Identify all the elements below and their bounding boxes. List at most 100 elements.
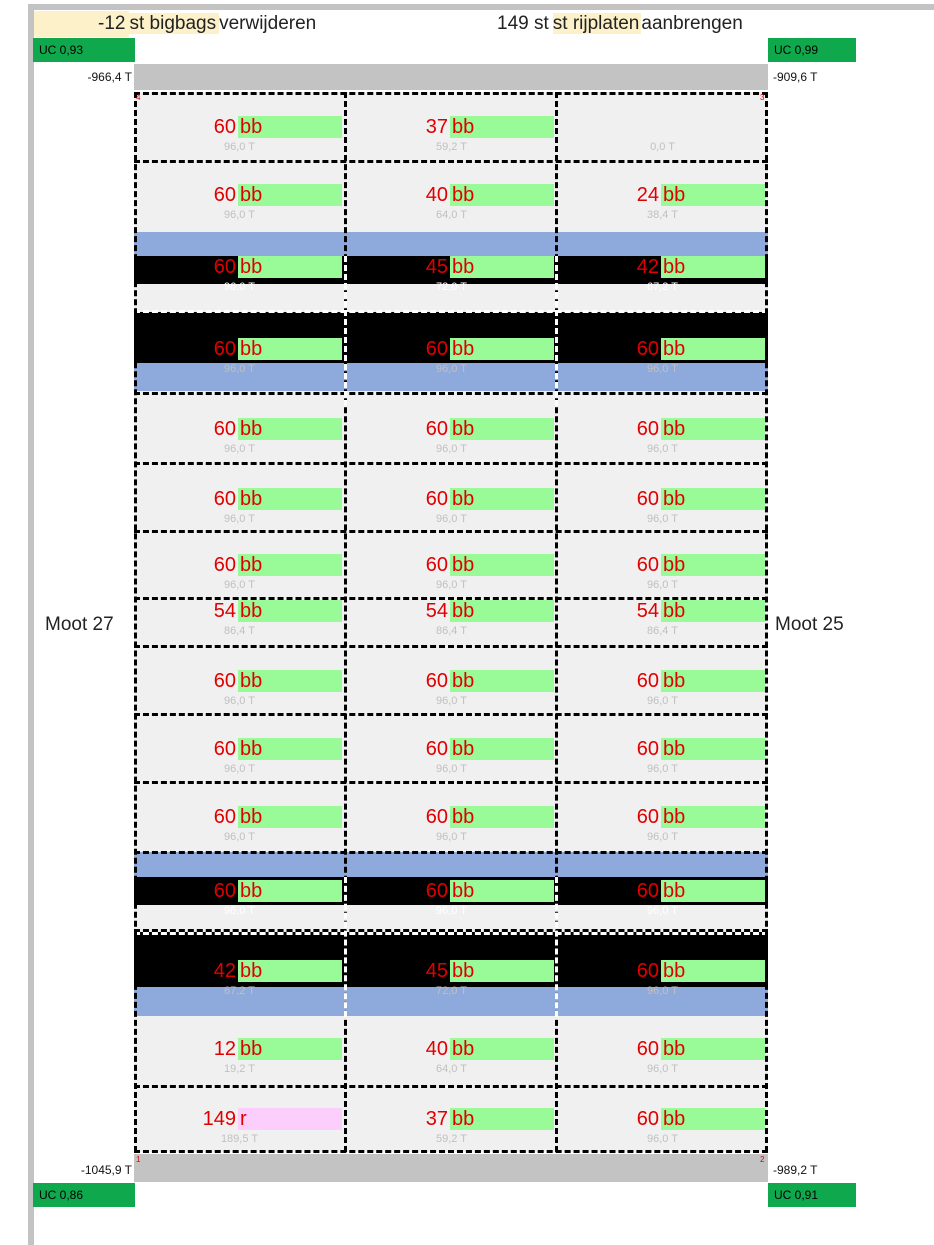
grid-cell: 149 r 189,5 T xyxy=(134,1108,345,1148)
cell-weight: 72,0 T xyxy=(436,281,467,293)
cell-bigbag-unit: bb xyxy=(661,338,765,360)
cell-bigbag-unit: bb xyxy=(450,488,554,510)
cell-weight: 86,4 T xyxy=(647,625,678,637)
uc-badge-top-right: UC 0,99 xyxy=(768,38,856,62)
header-remove-label: st bigbags xyxy=(129,13,220,34)
cell-count: 60 xyxy=(636,554,659,576)
cell-bigbag-unit: bb xyxy=(661,256,765,278)
cell-bigbag-unit: bb xyxy=(661,488,765,510)
grid-divider xyxy=(134,92,768,95)
cell-bigbag-unit: bb xyxy=(450,256,554,278)
grid-cell: 45 bb 72,0 T xyxy=(346,960,557,1000)
header-add-plates: 149 st st rijplaten aanbrengen xyxy=(497,11,743,37)
corner-marker-top-right: 3 xyxy=(760,93,765,102)
grid-cell: 24 bb 38,4 T xyxy=(557,184,768,224)
blue-band xyxy=(134,852,768,877)
cell-bigbag-unit: bb xyxy=(450,1108,554,1130)
cell-weight: 96,0 T xyxy=(647,363,678,375)
cell-weight: 96,0 T xyxy=(224,141,255,153)
grid-cell: 37 bb 59,2 T xyxy=(346,1108,557,1148)
grid-cell: 60 bb 96,0 T xyxy=(134,338,345,378)
cell-count: 37 xyxy=(425,1108,448,1130)
cell-bigbag-unit: bb xyxy=(450,738,554,760)
cell-bigbag-unit: bb xyxy=(661,670,765,692)
cell-weight: 59,2 T xyxy=(436,141,467,153)
cell-count: 60 xyxy=(425,488,448,510)
cell-count: 60 xyxy=(213,256,236,278)
grid-cell: 37 bb 59,2 T xyxy=(346,116,557,156)
grid-column-divider xyxy=(344,92,347,1152)
header-add-label: st rijplaten xyxy=(552,13,642,34)
cell-count: 60 xyxy=(636,488,659,510)
cell-bigbag-unit: bb xyxy=(450,116,554,138)
cell-weight: 86,4 T xyxy=(436,625,467,637)
cell-bigbag-unit: bb xyxy=(238,1038,342,1060)
cell-bigbag-unit: bb xyxy=(238,488,342,510)
grid-divider-white xyxy=(134,310,768,313)
grid-cell: 40 bb 64,0 T xyxy=(346,1038,557,1078)
grid-cell: 60 bb 96,0 T xyxy=(346,338,557,378)
cell-weight: 96,0 T xyxy=(436,695,467,707)
cell-bigbag-unit: bb xyxy=(661,806,765,828)
grid-column-divider-white xyxy=(555,877,558,1017)
cell-weight: 38,4 T xyxy=(647,209,678,221)
cell-count: 40 xyxy=(425,1038,448,1060)
cell-count: 54 xyxy=(425,600,448,622)
grid-cell: 60 bb 96,0 T xyxy=(346,738,557,778)
cell-bigbag-unit: bb xyxy=(661,960,765,982)
grid-cell: 60 bb 96,0 T xyxy=(346,488,557,528)
grid-column-divider xyxy=(765,92,768,1152)
grid-cell: 42 bb 67,2 T xyxy=(557,256,768,296)
moot-label-right: Moot 25 xyxy=(775,614,844,635)
cell-count: 37 xyxy=(425,116,448,138)
uc-badge-bottom-left: UC 0,86 xyxy=(33,1183,135,1207)
header-remove-bigbags: -12 st bigbags verwijderen xyxy=(34,11,316,37)
cell-bigbag-unit: bb xyxy=(238,256,342,278)
cell-weight: 96,0 T xyxy=(647,1133,678,1145)
grid-cell: 60 bb 96,0 T xyxy=(134,806,345,846)
cell-weight: 67,2 T xyxy=(224,985,255,997)
cell-count: 12 xyxy=(213,1038,236,1060)
grid-column-divider xyxy=(555,92,558,1152)
grid-cell: 60 bb 96,0 T xyxy=(557,960,768,1000)
cell-weight: 59,2 T xyxy=(436,1133,467,1145)
cell-count: 40 xyxy=(425,184,448,206)
grid-divider xyxy=(134,851,768,854)
cell-bigbag-unit: bb xyxy=(238,600,342,622)
cell-weight: 64,0 T xyxy=(436,1063,467,1075)
grid-column-divider-white xyxy=(555,256,558,406)
corner-marker-top-left: 4 xyxy=(136,93,141,102)
cell-count: 60 xyxy=(213,338,236,360)
grid-cell: 0,0 T xyxy=(557,116,768,156)
grid-cell: 60 bb 96,0 T xyxy=(557,806,768,846)
cell-weight: 96,0 T xyxy=(224,281,255,293)
grid-column-divider-white xyxy=(344,877,347,1017)
beam-bottom xyxy=(134,1154,768,1182)
cell-weight: 96,0 T xyxy=(436,443,467,455)
grid-cell: 60 bb 96,0 T xyxy=(346,806,557,846)
cell-weight: 96,0 T xyxy=(224,363,255,375)
cell-count: 60 xyxy=(636,1108,659,1130)
grid-cell: 12 bb 19,2 T xyxy=(134,1038,345,1078)
moot-label-left: Moot 27 xyxy=(45,614,114,635)
cell-count: 60 xyxy=(425,670,448,692)
cell-bigbag-unit: bb xyxy=(661,880,765,902)
cell-bigbag-unit: bb xyxy=(238,418,342,440)
blue-band xyxy=(134,987,768,1016)
cell-bigbag-unit: bb xyxy=(238,338,342,360)
grid-cell: 60 bb 96,0 T xyxy=(134,256,345,296)
cell-count: 60 xyxy=(636,1038,659,1060)
cell-count: 24 xyxy=(636,184,659,206)
cell-weight: 96,0 T xyxy=(436,363,467,375)
cell-weight: 96,0 T xyxy=(647,1063,678,1075)
cell-bigbag-unit: bb xyxy=(661,1038,765,1060)
grid-cell: 60 bb 96,0 T xyxy=(134,418,345,458)
grid-cell: 60 bb 96,0 T xyxy=(557,338,768,378)
cell-bigbag-unit: bb xyxy=(238,670,342,692)
cell-weight: 72,0 T xyxy=(436,985,467,997)
cell-weight: 96,0 T xyxy=(224,579,255,591)
uc-badge-top-left: UC 0,93 xyxy=(33,38,135,62)
cell-count: 60 xyxy=(213,488,236,510)
cell-weight: 96,0 T xyxy=(647,985,678,997)
cell-weight: 0,0 T xyxy=(650,141,675,153)
